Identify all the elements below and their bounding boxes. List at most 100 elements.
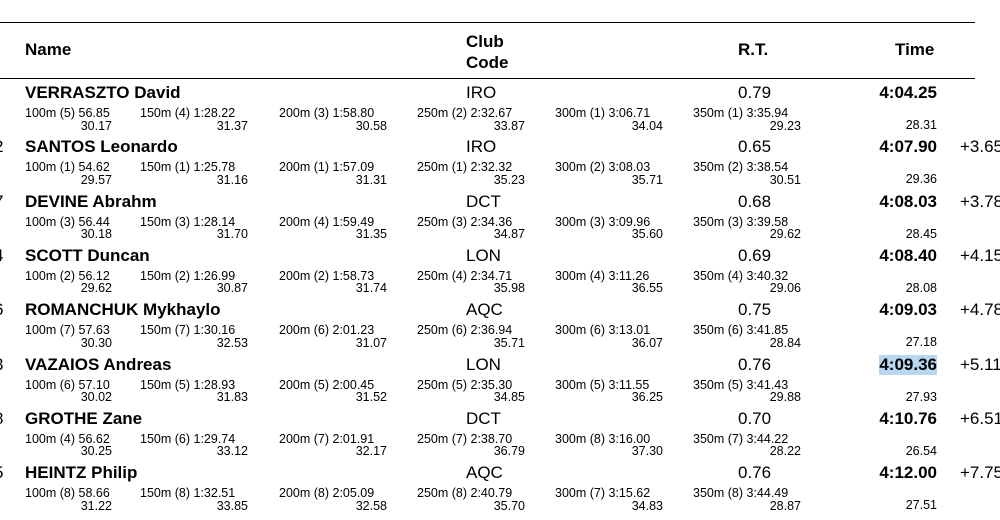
split-lap: 29.57 (80, 172, 112, 187)
split-lap: 33.12 (216, 444, 248, 459)
split-lap: 32.58 (355, 498, 387, 513)
split-lap: 37.30 (631, 444, 663, 459)
split-lap: 30.17 (80, 118, 112, 133)
split-cell: 350m (6) 3:41.85 28.84 (693, 324, 801, 349)
split-cell: 200m (6) 2:01.23 31.07 (279, 324, 387, 349)
split-cell: 350m (5) 3:41.43 29.88 (693, 378, 801, 404)
split-lap: 32.17 (355, 444, 387, 459)
split-label: 100m (3) 56.44 (25, 214, 110, 229)
split-label: 350m (8) 3:44.49 (693, 486, 789, 501)
split-lap: 31.37 (216, 118, 248, 133)
split-label: 250m (6) 2:36.94 (417, 323, 513, 338)
split-lap: 29.62 (80, 281, 112, 296)
split-lap: 30.87 (216, 281, 248, 296)
result-row: VERRASZTO David IRO 0.79 4:04.25 100m (5) 56… (0, 81, 1000, 135)
result-row: 2 SANTOS Leonardo IRO 0.65 4:07.90 +3.65 100m … (0, 135, 1000, 189)
split-label: 250m (2) 2:32.67 (417, 106, 513, 120)
split-lap: 30.58 (355, 118, 387, 133)
swimmer-name: ROMANCHUK Mykhaylo (25, 300, 221, 320)
split-label: 150m (6) 1:29.74 (140, 431, 236, 446)
header-time: Time (895, 40, 935, 59)
split-label: 250m (8) 2:40.79 (417, 486, 513, 501)
split-cell: 200m (3) 1:58.80 30.58 (279, 107, 387, 132)
rank: 5 (0, 463, 3, 483)
split-cell: 250m (1) 2:32.32 35.23 (417, 161, 525, 186)
split-lap: 34.87 (493, 227, 525, 242)
swimmer-name: SCOTT Duncan (25, 245, 150, 265)
split-label: 350m (4) 3:40.32 (693, 268, 789, 283)
split-lap: 34.04 (631, 118, 663, 133)
split-cell: 100m (2) 56.12 29.62 (25, 270, 112, 295)
reaction-time: 0.69 (738, 245, 772, 265)
split-label: 300m (1) 3:06.71 (555, 106, 651, 120)
final-time: 4:08.03 (879, 191, 937, 211)
split-label: 100m (2) 56.12 (25, 268, 110, 283)
club-code: AQC (466, 300, 503, 320)
time-behind: +5.11 (957, 354, 1000, 374)
rank: 2 (0, 137, 3, 157)
rank: 6 (0, 300, 3, 320)
final-time: 4:12.00 (879, 463, 937, 483)
result-row: 5 HEINTZ Philip AQC 0.76 4:12.00 +7.75 100m (8… (0, 461, 1000, 515)
result-row: 8 GROTHE Zane DCT 0.70 4:10.76 +6.51 100m (4) … (0, 407, 1000, 461)
split-lap: 35.71 (493, 335, 525, 350)
split-label: 150m (3) 1:28.14 (140, 214, 236, 229)
split-lap: 28.87 (769, 498, 801, 513)
split-lap: 35.98 (493, 281, 525, 296)
split-lap: 29.23 (769, 118, 801, 133)
final-time: 4:04.25 (879, 83, 937, 102)
split-cell: 250m (4) 2:34.71 35.98 (417, 270, 525, 295)
split-lap: 36.25 (631, 390, 663, 404)
split-cell: 150m (3) 1:28.14 31.70 (140, 216, 248, 241)
split-cell: 200m (2) 1:58.73 31.74 (279, 270, 387, 295)
split-label: 100m (6) 57.10 (25, 377, 110, 392)
split-cell: 250m (3) 2:34.36 34.87 (417, 216, 525, 241)
split-cell: 100m (4) 56.62 30.25 (25, 433, 112, 458)
final-lap-split: 28.31 (905, 118, 937, 132)
split-cell: 150m (1) 1:25.78 31.16 (140, 161, 248, 186)
split-lap: 31.74 (355, 281, 387, 296)
split-lap: 35.70 (493, 498, 525, 513)
split-lap: 35.23 (493, 172, 525, 187)
split-label: 150m (1) 1:25.78 (140, 160, 236, 175)
split-cell: 250m (7) 2:38.70 36.79 (417, 433, 525, 458)
split-lap: 36.07 (631, 335, 663, 350)
header-club-line2: Code (466, 53, 509, 72)
split-label: 250m (4) 2:34.71 (417, 268, 513, 283)
split-cell: 300m (1) 3:06.71 34.04 (555, 107, 663, 132)
result-row: 4 SCOTT Duncan LON 0.69 4:08.40 +4.15 100m (2)… (0, 244, 1000, 298)
split-lap: 30.18 (80, 227, 112, 242)
swimmer-name: VAZAIOS Andreas (25, 354, 172, 374)
split-cell: 250m (2) 2:32.67 33.87 (417, 107, 525, 132)
club-code: LON (466, 245, 501, 265)
split-cell: 100m (5) 56.85 30.17 (25, 107, 112, 132)
split-label: 300m (3) 3:09.96 (555, 214, 651, 229)
split-label: 250m (7) 2:38.70 (417, 431, 513, 446)
split-lap: 30.02 (80, 390, 112, 404)
split-lap: 30.30 (80, 335, 112, 350)
final-time: 4:09.36 (879, 354, 937, 375)
split-label: 300m (8) 3:16.00 (555, 431, 651, 446)
split-label: 100m (1) 54.62 (25, 160, 110, 175)
split-label: 200m (3) 1:58.80 (279, 106, 375, 120)
split-label: 300m (5) 3:11.55 (555, 377, 650, 392)
header-club-line1: Club (466, 32, 504, 51)
split-cell: 100m (3) 56.44 30.18 (25, 216, 112, 241)
split-lap: 29.88 (769, 390, 801, 404)
split-label: 300m (6) 3:13.01 (555, 323, 651, 338)
split-lap: 31.83 (216, 390, 248, 404)
split-label: 350m (7) 3:44.22 (693, 431, 789, 446)
split-cell: 100m (6) 57.10 30.02 (25, 377, 112, 404)
split-lap: 35.60 (631, 227, 663, 242)
split-lap: 35.71 (631, 172, 663, 187)
final-lap-split: 28.45 (905, 226, 937, 241)
split-lap: 28.84 (769, 335, 801, 350)
split-cell: 300m (4) 3:11.26 36.55 (555, 270, 663, 295)
split-lap: 32.53 (216, 335, 248, 350)
split-lap: 31.70 (216, 227, 248, 242)
final-lap-split: 27.93 (905, 389, 937, 404)
split-lap: 30.51 (769, 172, 801, 187)
split-cell: 200m (1) 1:57.09 31.31 (279, 161, 387, 186)
header-reaction-time: R.T. (738, 40, 769, 59)
time-behind: +3.78 (960, 191, 1000, 211)
